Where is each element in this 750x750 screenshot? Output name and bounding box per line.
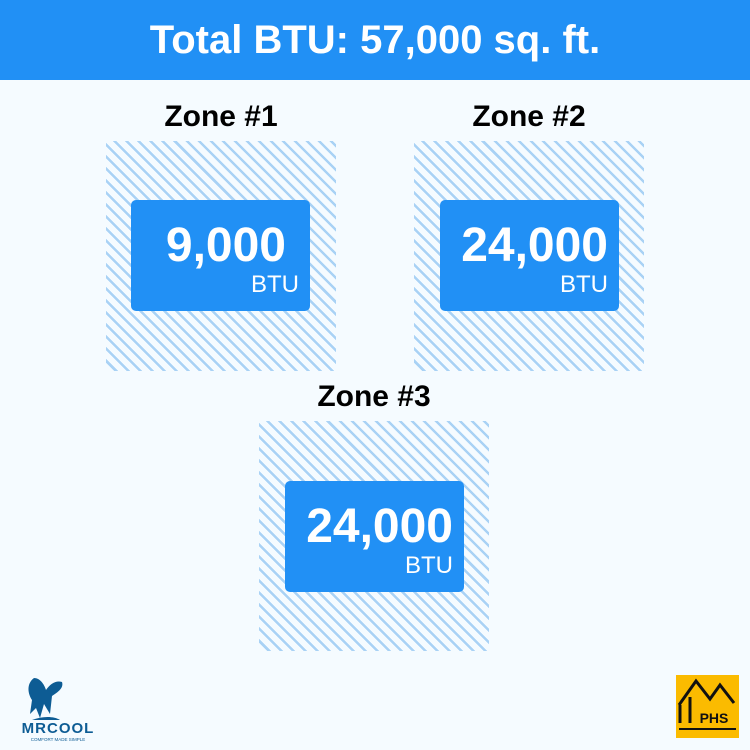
svg-text:PHS: PHS (700, 710, 729, 726)
svg-text:COMFORT MADE SIMPLE: COMFORT MADE SIMPLE (31, 737, 86, 742)
zone-2-btu-value: 24,000 (461, 219, 608, 272)
zone-3-btu-value: 24,000 (306, 500, 453, 553)
zone-2-title: Zone #2 (472, 100, 586, 133)
phs-logo: PHS (676, 675, 739, 738)
page-title: Total BTU: 57,000 sq. ft. (0, 0, 750, 80)
zone-1-btu-value: 9,000 (165, 219, 286, 272)
zone-1-title: Zone #1 (164, 100, 278, 133)
svg-text:MRCOOL: MRCOOL (22, 720, 95, 737)
polar-bear-icon: MRCOOL COMFORT MADE SIMPLE (22, 678, 95, 742)
zone-2-btu-unit: BTU (560, 271, 608, 298)
zone-2-card: 24,000 BTU (440, 200, 619, 311)
zone-3-card: 24,000 BTU (285, 481, 464, 592)
zone-1-btu-unit: BTU (251, 271, 299, 298)
mrcool-logo: MRCOOL COMFORT MADE SIMPLE (8, 670, 108, 745)
house-icon: PHS (677, 678, 736, 730)
zone-1-card: 9,000 BTU (131, 200, 310, 311)
zone-3-title: Zone #3 (317, 380, 431, 413)
zone-3-btu-unit: BTU (405, 552, 453, 579)
